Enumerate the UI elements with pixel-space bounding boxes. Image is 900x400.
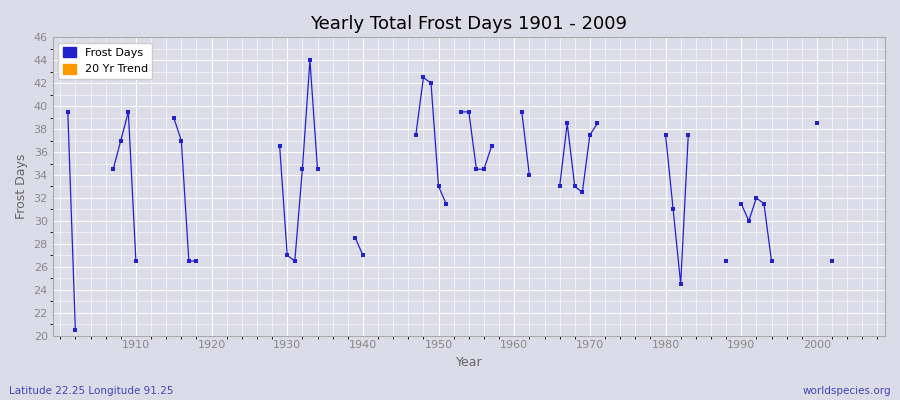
Text: worldspecies.org: worldspecies.org xyxy=(803,386,891,396)
Text: Latitude 22.25 Longitude 91.25: Latitude 22.25 Longitude 91.25 xyxy=(9,386,174,396)
Legend: Frost Days, 20 Yr Trend: Frost Days, 20 Yr Trend xyxy=(58,43,152,79)
Title: Yearly Total Frost Days 1901 - 2009: Yearly Total Frost Days 1901 - 2009 xyxy=(310,15,627,33)
X-axis label: Year: Year xyxy=(455,356,482,369)
Y-axis label: Frost Days: Frost Days xyxy=(15,154,28,219)
